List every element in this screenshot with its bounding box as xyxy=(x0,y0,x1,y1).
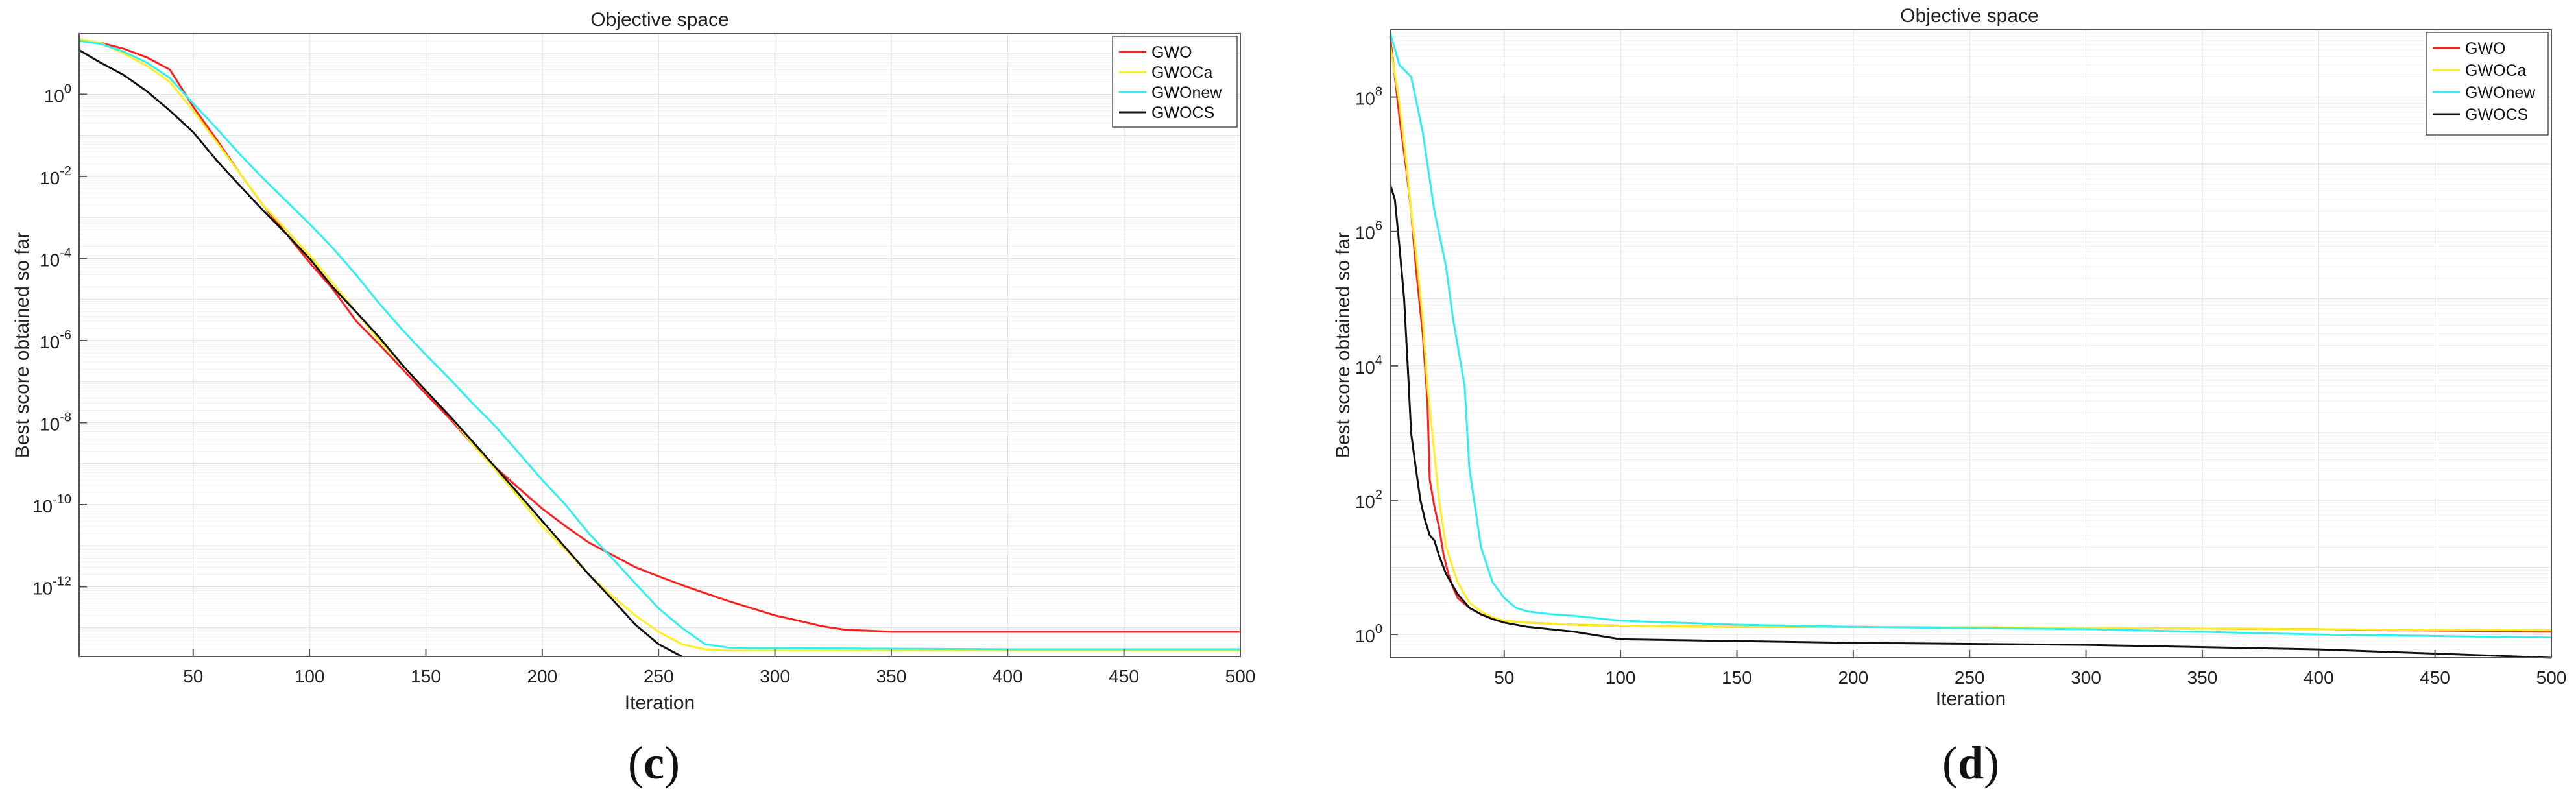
x-tick-label: 150 xyxy=(1722,668,1752,688)
legend-label-gwonew: GWOnew xyxy=(1151,84,1222,102)
plot-area xyxy=(79,34,1240,656)
x-tick-label: 200 xyxy=(527,666,557,686)
y-tick-label: 10-6 xyxy=(40,328,71,352)
x-tick-label: 400 xyxy=(2304,668,2334,688)
legend-label-gwonew: GWOnew xyxy=(2465,84,2536,102)
y-tick-label: 100 xyxy=(1355,622,1382,646)
y-axis-label: Best score obtained so far xyxy=(1332,232,1354,459)
y-tick-label: 10-12 xyxy=(32,575,71,599)
panel-letter: d xyxy=(1958,737,1984,789)
y-tick-label: 102 xyxy=(1355,488,1382,512)
legend: GWO GWOCa GWOnew GWOCS xyxy=(2426,32,2549,136)
series-lines xyxy=(78,38,1240,658)
y-tick-label: 10-10 xyxy=(32,492,71,516)
minor-grid xyxy=(79,40,1240,650)
legend-label-gwo: GWO xyxy=(1151,43,1192,62)
major-grid xyxy=(1390,29,2552,658)
legend-label-gwoca: GWOCa xyxy=(2465,62,2527,80)
legend-entries: GWO GWOCa GWOnew GWOCS xyxy=(2433,40,2536,124)
series-line-gwocs xyxy=(1389,184,2552,659)
x-tick-label: 250 xyxy=(1955,668,1985,688)
y-tick-label: 108 xyxy=(1355,85,1382,109)
y-tick-label: 100 xyxy=(44,82,71,106)
panel-c: Objective space 50 100 150 200 250 300 350 400 4… xyxy=(12,9,1255,789)
legend-entries: GWO GWOCa GWOnew GWOCS xyxy=(1119,43,1222,122)
panel-label-d: (d) xyxy=(1942,737,1999,789)
minor-grid xyxy=(1390,32,2551,655)
x-tick-labels: 50 100 150 200 250 300 350 400 450 500 xyxy=(183,649,1255,686)
series-line-gwonew xyxy=(78,40,1240,651)
series-line-gwoca xyxy=(78,38,1240,652)
x-tick-label: 500 xyxy=(2536,668,2567,688)
series-line-gwocs xyxy=(78,49,682,658)
panel-d: Objective space 50 100 150 200 250 300 350 400 4… xyxy=(1332,5,2566,789)
legend-label-gwo: GWO xyxy=(2465,40,2506,58)
x-tick-label: 100 xyxy=(295,666,325,686)
panel-label-c: (c) xyxy=(628,737,680,789)
svg-text:(d): (d) xyxy=(1942,737,1999,789)
x-tick-label: 100 xyxy=(1606,668,1636,688)
plot-area xyxy=(1390,30,2551,658)
x-axis-label: Iteration xyxy=(625,692,695,714)
x-tick-label: 450 xyxy=(1109,666,1139,686)
legend-box xyxy=(2426,32,2549,136)
y-tick-label: 10-2 xyxy=(40,164,71,188)
x-tick-label: 50 xyxy=(183,666,203,686)
x-tick-label: 400 xyxy=(993,666,1023,686)
legend-label-gwocs: GWOCS xyxy=(2465,106,2528,124)
x-tick-labels: 50 100 150 200 250 300 350 400 450 500 xyxy=(1494,650,2566,688)
y-tick-label: 106 xyxy=(1355,219,1382,243)
x-tick-label: 200 xyxy=(1838,668,1868,688)
plot-frame xyxy=(78,33,1241,657)
major-grid xyxy=(79,34,1241,656)
x-tick-label: 300 xyxy=(2071,668,2101,688)
svg-text:(c): (c) xyxy=(628,737,680,789)
x-tick-label: 150 xyxy=(411,666,441,686)
x-axis-label: Iteration xyxy=(1936,688,2006,710)
legend: GWO GWOCa GWOnew GWOCS xyxy=(1112,36,1238,128)
series-lines xyxy=(1389,32,2552,659)
x-tick-label: 250 xyxy=(644,666,674,686)
y-tick-labels: 100 10-2 10-4 10-6 10-8 10-10 10-12 xyxy=(32,82,87,599)
panel-letter: c xyxy=(644,737,664,789)
y-tick-label: 10-4 xyxy=(40,246,71,270)
y-tick-labels: 108 106 104 102 100 xyxy=(1355,85,1398,646)
series-line-gwoca xyxy=(1389,44,2552,632)
x-tick-label: 50 xyxy=(1494,668,1514,688)
series-line-gwonew xyxy=(1389,32,2552,639)
chart-title: Objective space xyxy=(1900,5,2038,27)
x-tick-label: 300 xyxy=(760,666,790,686)
y-axis-label: Best score obtained so far xyxy=(12,232,33,459)
legend-label-gwoca: GWOCa xyxy=(1151,64,1213,82)
y-tick-label: 10-8 xyxy=(40,410,71,434)
x-tick-label: 500 xyxy=(1225,666,1256,686)
y-tick-label: 104 xyxy=(1355,354,1382,378)
x-tick-label: 450 xyxy=(2420,668,2450,688)
legend-label-gwocs: GWOCS xyxy=(1151,104,1214,122)
x-tick-label: 350 xyxy=(2187,668,2218,688)
x-tick-label: 350 xyxy=(876,666,907,686)
plot-frame xyxy=(1390,29,2552,658)
chart-title: Objective space xyxy=(590,9,728,30)
